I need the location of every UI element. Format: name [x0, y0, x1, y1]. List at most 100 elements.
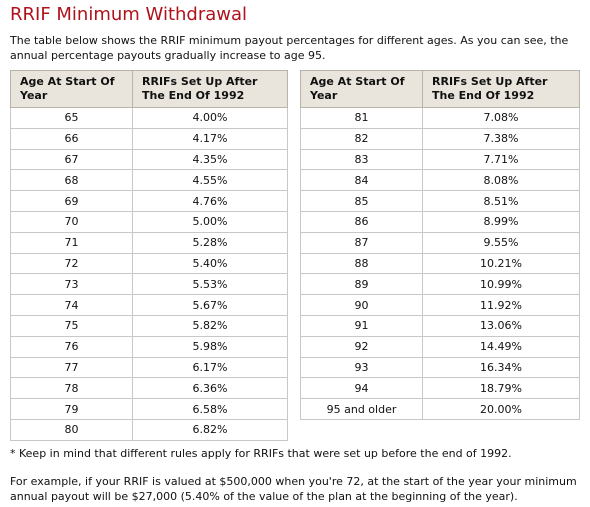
- column-header: RRIFs Set Up After The End Of 1992: [422, 70, 580, 108]
- column-header: Age At Start Of Year: [10, 70, 133, 108]
- table-row: 88 10.21%: [300, 252, 580, 275]
- table-row: 93 16.34%: [300, 356, 580, 379]
- percent-cell: 4.00%: [132, 107, 288, 129]
- age-cell: 73: [10, 273, 133, 296]
- percent-cell: 14.49%: [422, 335, 580, 358]
- table-row: 79 6.58%: [10, 398, 288, 420]
- age-cell: 83: [300, 148, 423, 171]
- percent-cell: 6.36%: [132, 377, 288, 400]
- table-row: 94 18.79%: [300, 377, 580, 400]
- age-cell: 75: [10, 314, 133, 337]
- age-cell: 76: [10, 335, 133, 358]
- age-cell: 74: [10, 294, 133, 316]
- percent-cell: 5.53%: [132, 273, 288, 296]
- table-row: 81 7.08%: [300, 107, 580, 129]
- table-row: 77 6.17%: [10, 356, 288, 379]
- table-row: 72 5.40%: [10, 252, 288, 275]
- age-cell: 67: [10, 148, 133, 171]
- percent-cell: 9.55%: [422, 231, 580, 254]
- table-row: 87 9.55%: [300, 231, 580, 254]
- table-row: 92 14.49%: [300, 335, 580, 358]
- age-cell: 65: [10, 107, 133, 129]
- age-cell: 70: [10, 210, 133, 233]
- percent-cell: 5.40%: [132, 252, 288, 275]
- age-cell: 93: [300, 356, 423, 379]
- column-header: RRIFs Set Up After The End Of 1992: [132, 70, 288, 108]
- table-row: 85 8.51%: [300, 190, 580, 212]
- table-row: 95 and older 20.00%: [300, 398, 580, 420]
- percent-cell: 4.76%: [132, 190, 288, 212]
- footnote: * Keep in mind that different rules appl…: [10, 447, 512, 460]
- table-row: 75 5.82%: [10, 314, 288, 337]
- age-cell: 95 and older: [300, 398, 423, 420]
- age-cell: 89: [300, 273, 423, 296]
- percent-cell: 8.08%: [422, 169, 580, 192]
- percent-cell: 5.82%: [132, 314, 288, 337]
- age-cell: 71: [10, 231, 133, 254]
- column-header: Age At Start Of Year: [300, 70, 423, 108]
- table-row: 89 10.99%: [300, 273, 580, 296]
- table-row: 73 5.53%: [10, 273, 288, 296]
- age-cell: 78: [10, 377, 133, 400]
- age-cell: 69: [10, 190, 133, 212]
- table-row: 80 6.82%: [10, 418, 288, 441]
- percent-cell: 7.71%: [422, 148, 580, 171]
- age-cell: 77: [10, 356, 133, 379]
- percent-cell: 7.38%: [422, 127, 580, 150]
- percent-cell: 5.28%: [132, 231, 288, 254]
- age-cell: 81: [300, 107, 423, 129]
- page-title: RRIF Minimum Withdrawal: [10, 4, 248, 25]
- percent-cell: 5.67%: [132, 294, 288, 316]
- age-cell: 91: [300, 314, 423, 337]
- percent-cell: 5.98%: [132, 335, 288, 358]
- header-row: Age At Start Of Year RRIFs Set Up After T…: [10, 70, 288, 108]
- percent-cell: 4.35%: [132, 148, 288, 171]
- age-cell: 80: [10, 418, 133, 441]
- table-row: 71 5.28%: [10, 231, 288, 254]
- table-row: 69 4.76%: [10, 190, 288, 212]
- age-cell: 87: [300, 231, 423, 254]
- age-cell: 94: [300, 377, 423, 400]
- age-cell: 82: [300, 127, 423, 150]
- table-row: 66 4.17%: [10, 127, 288, 150]
- table-row: 78 6.36%: [10, 377, 288, 400]
- table-row: 70 5.00%: [10, 210, 288, 233]
- percent-cell: 20.00%: [422, 398, 580, 420]
- age-cell: 79: [10, 398, 133, 420]
- percent-cell: 10.21%: [422, 252, 580, 275]
- table-row: 82 7.38%: [300, 127, 580, 150]
- table-row: 74 5.67%: [10, 294, 288, 316]
- percent-cell: 4.17%: [132, 127, 288, 150]
- age-cell: 85: [300, 190, 423, 212]
- percent-cell: 18.79%: [422, 377, 580, 400]
- table-row: 83 7.71%: [300, 148, 580, 171]
- rrif-table: Age At Start Of Year RRIFs Set Up After T…: [300, 70, 580, 420]
- percent-cell: 6.58%: [132, 398, 288, 420]
- table-row: 67 4.35%: [10, 148, 288, 171]
- table-row: 86 8.99%: [300, 210, 580, 233]
- percent-cell: 4.55%: [132, 169, 288, 192]
- intro-text: The table below shows the RRIF minimum p…: [10, 34, 569, 62]
- percent-cell: 7.08%: [422, 107, 580, 129]
- age-cell: 90: [300, 294, 423, 316]
- table-row: 84 8.08%: [300, 169, 580, 192]
- rrif-table: Age At Start Of Year RRIFs Set Up After T…: [10, 70, 288, 441]
- percent-cell: 6.82%: [132, 418, 288, 441]
- percent-cell: 5.00%: [132, 210, 288, 233]
- percent-cell: 11.92%: [422, 294, 580, 316]
- header-row: Age At Start Of Year RRIFs Set Up After T…: [300, 70, 580, 108]
- percent-cell: 8.99%: [422, 210, 580, 233]
- percent-cell: 16.34%: [422, 356, 580, 379]
- percent-cell: 10.99%: [422, 273, 580, 296]
- age-cell: 92: [300, 335, 423, 358]
- age-cell: 84: [300, 169, 423, 192]
- age-cell: 88: [300, 252, 423, 275]
- percent-cell: 13.06%: [422, 314, 580, 337]
- example-note: For example, if your RRIF is valued at $…: [10, 475, 577, 503]
- percent-cell: 8.51%: [422, 190, 580, 212]
- age-cell: 68: [10, 169, 133, 192]
- percent-cell: 6.17%: [132, 356, 288, 379]
- table-row: 68 4.55%: [10, 169, 288, 192]
- table-row: 91 13.06%: [300, 314, 580, 337]
- table-row: 76 5.98%: [10, 335, 288, 358]
